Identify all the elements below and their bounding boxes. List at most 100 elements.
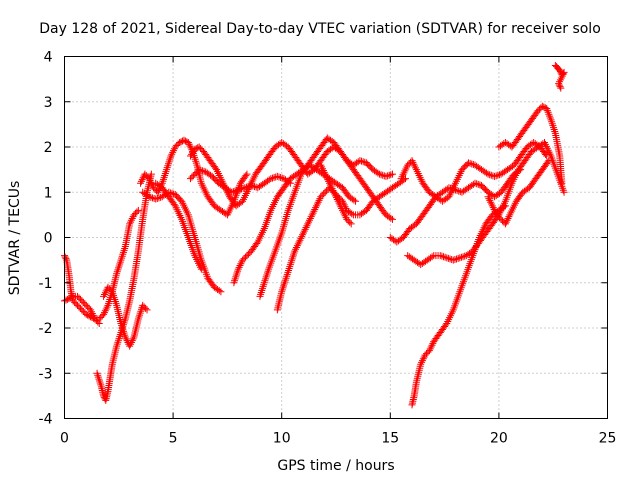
data-point [94, 318, 102, 326]
data-point [168, 150, 176, 158]
y-tick-label: -3 [39, 366, 53, 382]
data-point [120, 246, 128, 254]
data-point [298, 233, 306, 241]
data-point [338, 205, 346, 213]
data-point [474, 180, 482, 188]
data-point [127, 218, 135, 226]
data-point [330, 188, 338, 196]
data-point [189, 172, 197, 180]
data-point [97, 381, 105, 389]
data-point [326, 181, 334, 189]
data-point [295, 238, 303, 246]
data-point [348, 210, 356, 218]
data-point [505, 213, 513, 221]
data-point [440, 253, 448, 261]
data-point [62, 296, 70, 304]
data-point [231, 187, 239, 195]
data-point [257, 288, 265, 296]
series-track-p [404, 138, 568, 269]
data-point [421, 351, 429, 359]
data-point [233, 187, 241, 195]
data-point [129, 335, 137, 343]
data-point [244, 250, 252, 258]
data-point [191, 155, 199, 163]
data-point [469, 161, 477, 169]
data-point [84, 303, 92, 311]
data-point [418, 357, 426, 365]
data-point [130, 211, 138, 219]
data-point [260, 279, 268, 287]
data-point [292, 245, 300, 253]
data-point [317, 193, 325, 201]
data-point [147, 193, 155, 201]
data-point [237, 260, 245, 268]
data-point [494, 171, 502, 179]
data-point [318, 163, 326, 171]
data-point [540, 103, 548, 111]
data-point [164, 160, 172, 168]
data-point [92, 316, 100, 324]
data-point [95, 375, 103, 383]
data-point [327, 183, 335, 191]
data-point [304, 220, 312, 228]
data-point [550, 124, 558, 132]
data-point [170, 147, 178, 155]
data-point [312, 202, 320, 210]
data-point [346, 218, 354, 226]
data-point [163, 164, 171, 172]
data-point [557, 84, 565, 92]
data-point [375, 170, 383, 178]
data-point [75, 303, 83, 311]
data-point [194, 144, 202, 152]
data-point [332, 194, 340, 202]
series-track-k [256, 134, 396, 300]
data-point [82, 301, 90, 309]
data-point [441, 253, 449, 261]
data-point [278, 174, 286, 182]
data-point [68, 293, 76, 301]
data-point [192, 157, 200, 165]
data-point [484, 170, 492, 178]
data-point [453, 255, 461, 263]
data-point [173, 141, 181, 149]
data-point [297, 234, 305, 242]
data-point [454, 254, 462, 262]
data-point [116, 258, 124, 266]
data-point [538, 102, 546, 110]
data-point [281, 278, 289, 286]
data-point [131, 209, 139, 217]
x-tick-label: 25 [599, 431, 617, 447]
data-point [154, 188, 162, 196]
data-point [165, 158, 173, 166]
data-point [87, 308, 95, 316]
data-point [493, 211, 501, 219]
data-point [150, 184, 158, 192]
data-point [197, 145, 205, 153]
data-point [164, 162, 172, 170]
data-point [242, 253, 249, 261]
data-point [181, 137, 189, 145]
data-point [148, 194, 156, 202]
y-axis-title: SDTVAR / TECUs [7, 181, 23, 296]
x-axis-title: GPS time / hours [277, 458, 394, 474]
data-point [142, 172, 150, 180]
data-point [185, 140, 193, 148]
data-point [279, 284, 287, 292]
data-point [419, 355, 427, 363]
data-point [334, 197, 342, 205]
data-point [200, 167, 208, 175]
data-point [75, 294, 83, 302]
y-tick-label: 2 [44, 140, 53, 156]
data-point [299, 229, 307, 237]
data-point [427, 343, 435, 351]
data-point [91, 315, 99, 323]
data-point [96, 379, 104, 387]
data-point [197, 265, 205, 273]
grid-lines [64, 56, 608, 419]
data-point [560, 188, 568, 196]
data-point [319, 167, 327, 175]
data-point [232, 273, 240, 281]
data-point [74, 292, 82, 300]
data-point [260, 281, 268, 289]
data-point [267, 175, 275, 183]
